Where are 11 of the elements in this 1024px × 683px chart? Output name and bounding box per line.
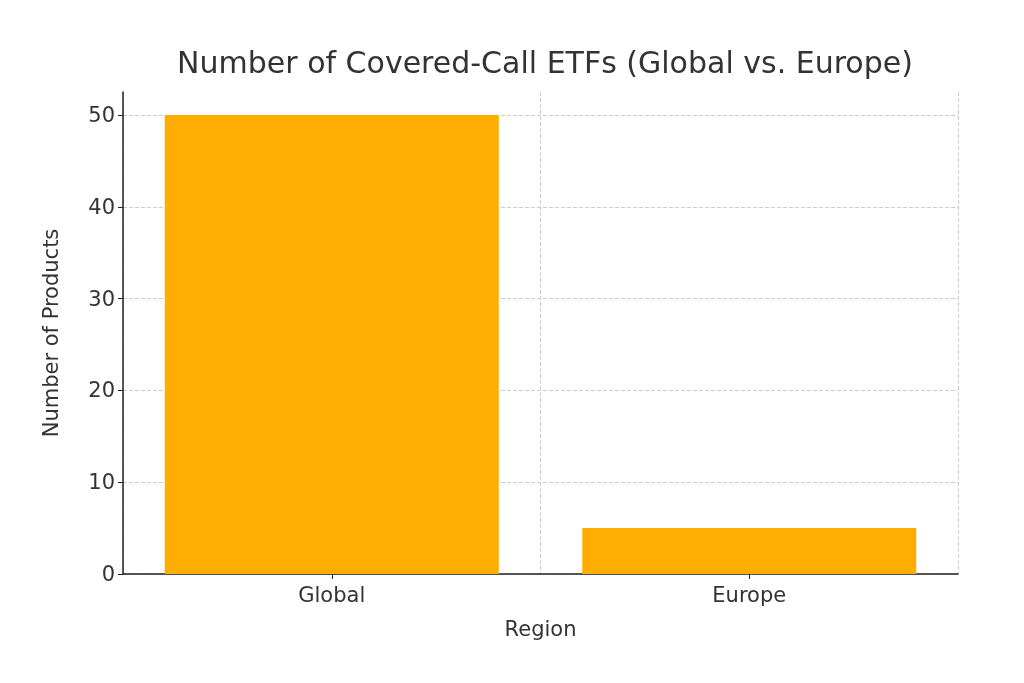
chart-title: Number of Covered-Call ETFs (Global vs. Europe): [177, 44, 913, 80]
x-tick-label: Global: [298, 582, 366, 607]
y-tick-label: 30: [88, 286, 115, 311]
y-tick-label: 10: [88, 470, 115, 495]
x-tick-label: Europe: [712, 582, 787, 607]
y-axis-title: Number of Products: [38, 228, 63, 438]
y-tick-label: 40: [88, 194, 115, 219]
y-tick-label: 0: [101, 562, 115, 586]
y-tick-label: 20: [88, 378, 115, 403]
y-tick-label: 50: [88, 102, 115, 127]
x-axis-title: Region: [504, 616, 577, 641]
